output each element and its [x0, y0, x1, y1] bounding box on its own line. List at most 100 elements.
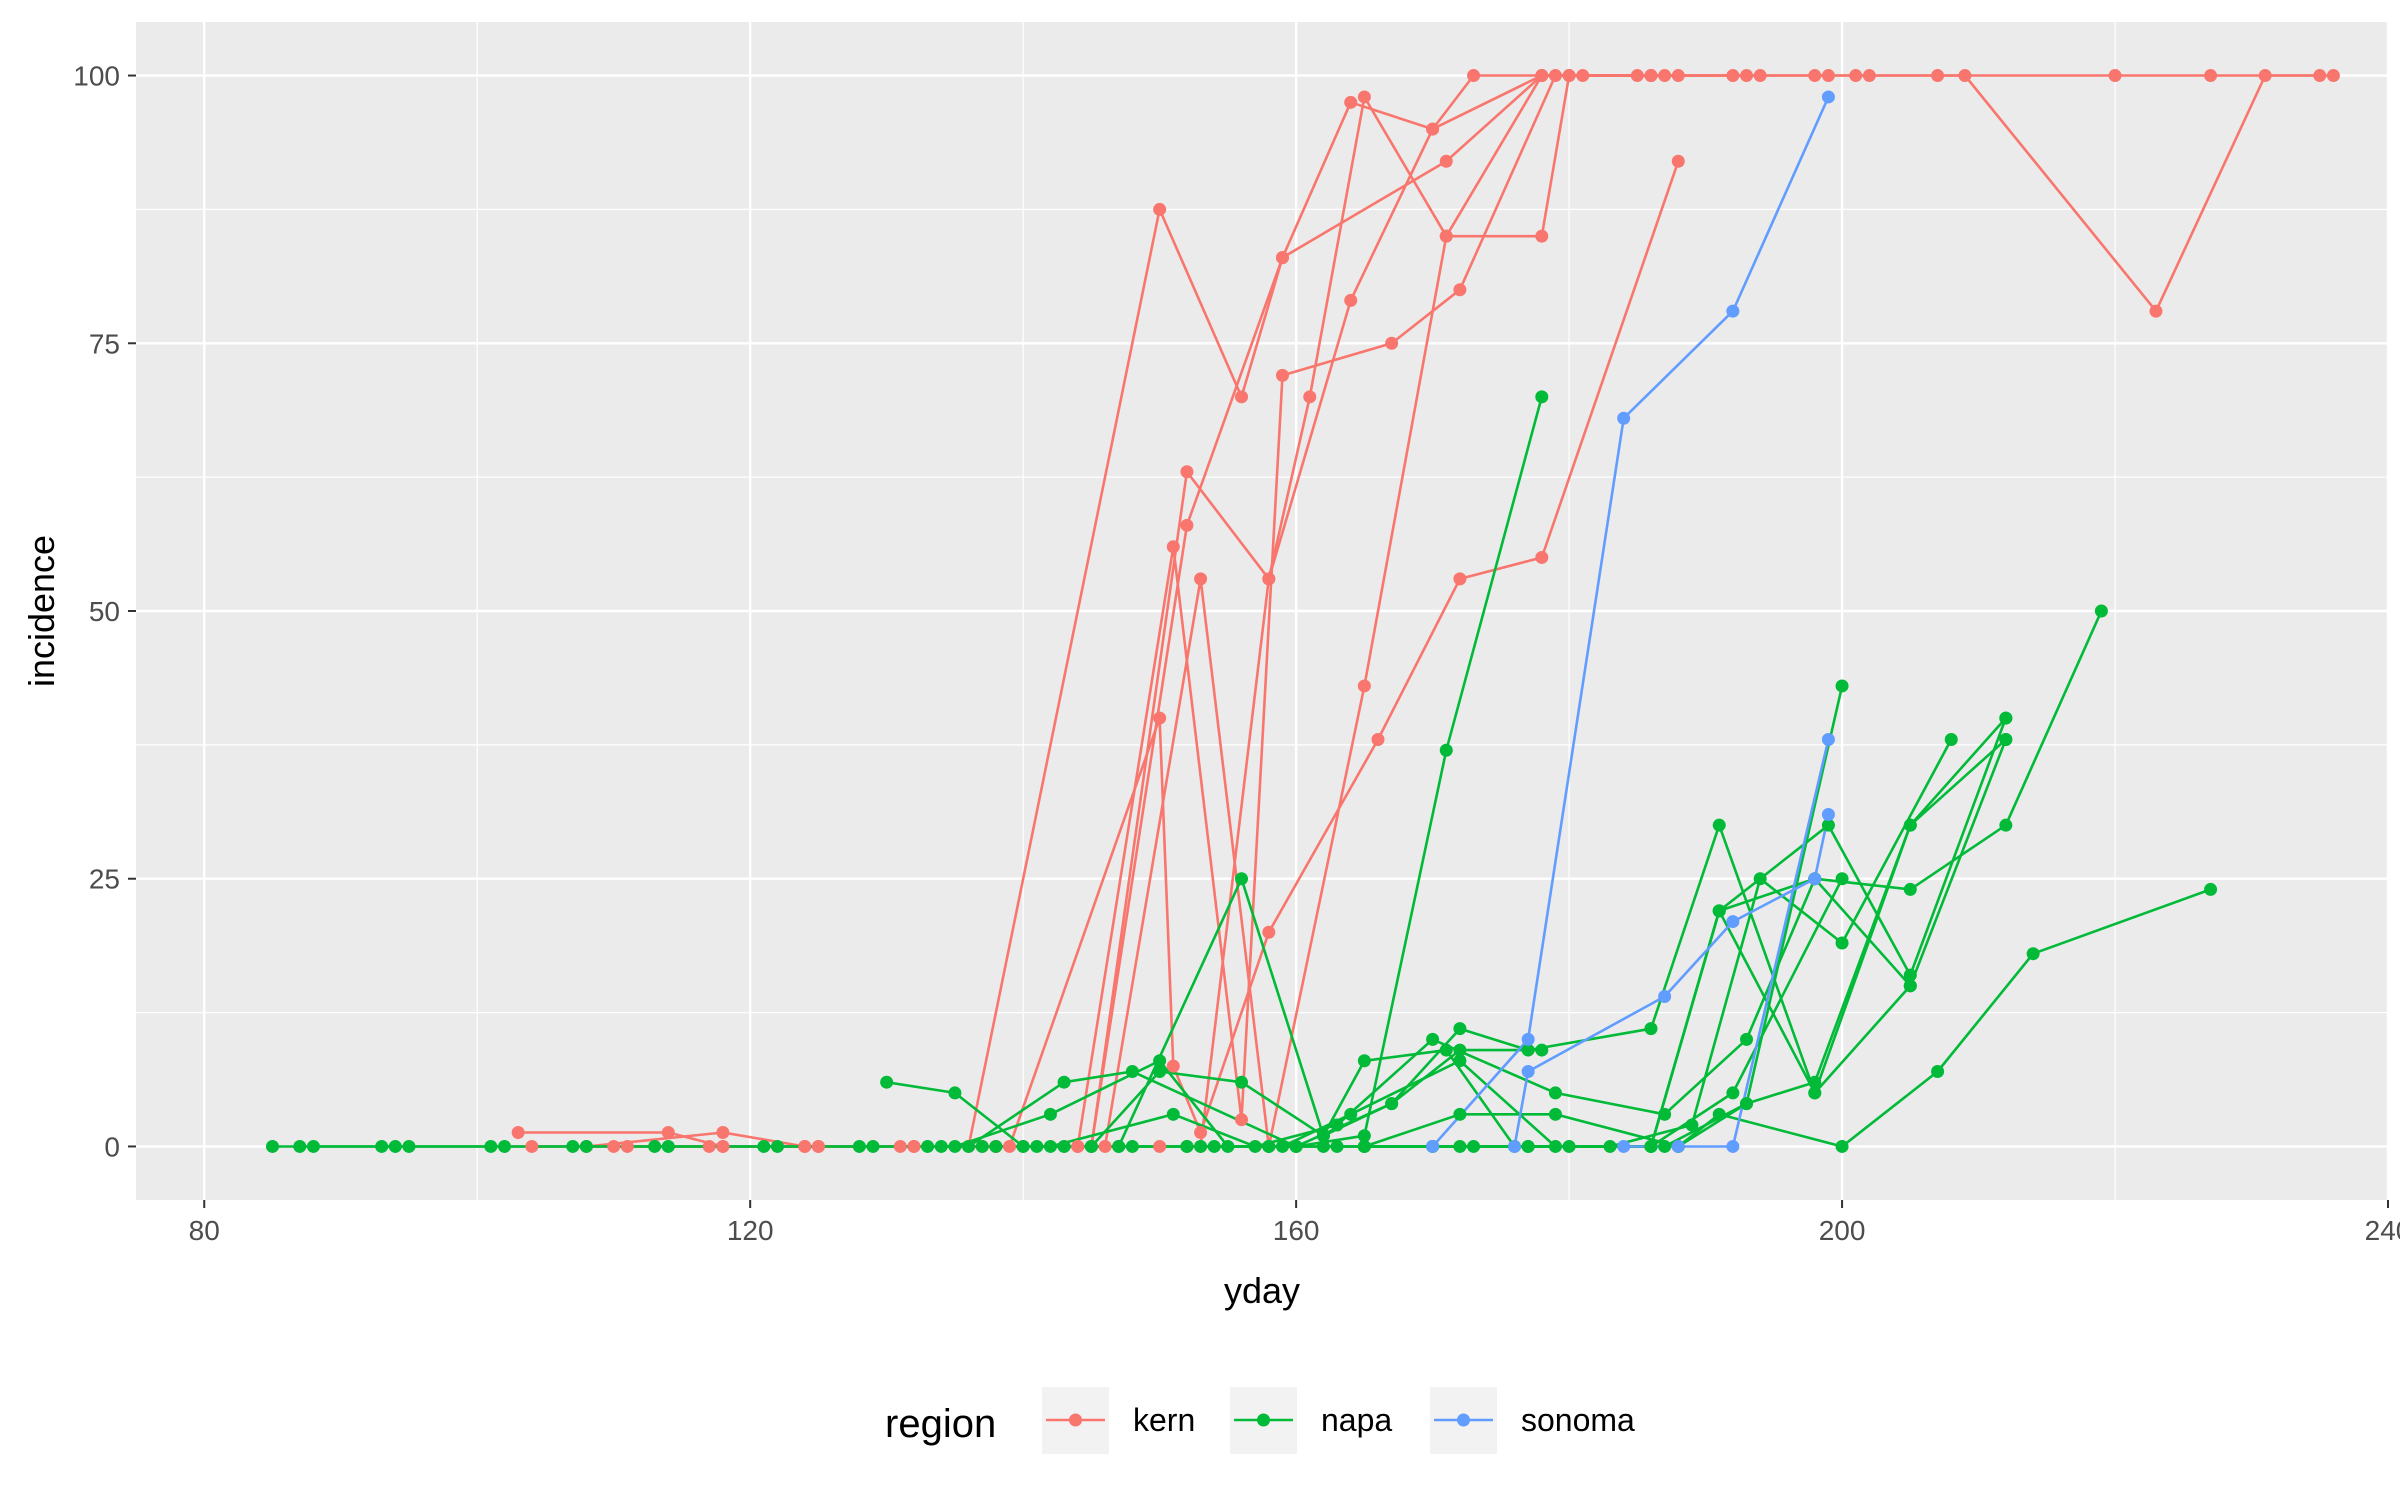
kern-data-point	[2313, 69, 2327, 83]
napa-data-point	[1999, 818, 2013, 832]
kern-data-point	[1153, 1139, 1167, 1153]
kern-data-point	[1862, 69, 1876, 83]
sonoma-data-point	[1726, 1139, 1740, 1153]
napa-data-point	[1644, 1022, 1658, 1036]
sonoma-data-point	[1726, 915, 1740, 929]
kern-data-point	[1357, 90, 1371, 104]
kern-data-point	[716, 1126, 730, 1140]
kern-data-point	[1385, 336, 1399, 350]
kern-data-point	[1303, 390, 1317, 404]
kern-data-point	[1275, 368, 1289, 382]
kern-data-point	[1548, 69, 1562, 83]
kern-data-point	[1166, 1059, 1180, 1073]
napa-data-point	[770, 1139, 784, 1153]
napa-data-point	[1658, 1107, 1672, 1121]
kern-data-point	[1344, 95, 1358, 109]
napa-data-point	[293, 1139, 307, 1153]
kern-data-point	[1357, 679, 1371, 693]
napa-data-point	[975, 1139, 989, 1153]
napa-data-point	[1903, 882, 1917, 896]
y-tick-label: 0	[104, 1131, 120, 1162]
napa-data-point	[1562, 1139, 1576, 1153]
napa-data-point	[1658, 1139, 1672, 1153]
napa-data-point	[1248, 1139, 1262, 1153]
napa-data-point	[1084, 1139, 1098, 1153]
kern-data-point	[1849, 69, 1863, 83]
napa-data-point	[1057, 1075, 1071, 1089]
napa-data-point	[648, 1139, 662, 1153]
x-tick-label: 120	[727, 1215, 774, 1246]
sonoma-legend-label: sonoma	[1521, 1402, 1635, 1438]
napa-data-point	[1235, 872, 1249, 886]
napa-data-point	[948, 1139, 962, 1153]
napa-data-point	[1467, 1139, 1481, 1153]
napa-data-point	[484, 1139, 498, 1153]
sonoma-data-point	[1426, 1139, 1440, 1153]
kern-data-point	[1453, 283, 1467, 297]
kern-data-point	[2258, 69, 2272, 83]
kern-data-point	[2108, 69, 2122, 83]
y-axis-title: incidence	[21, 535, 62, 687]
kern-data-point	[1153, 711, 1167, 725]
napa-data-point	[1330, 1139, 1344, 1153]
sonoma-data-point	[1521, 1064, 1535, 1078]
kern-data-point	[1344, 293, 1358, 307]
napa-data-point	[566, 1139, 580, 1153]
napa-data-point	[1439, 1043, 1453, 1057]
napa-data-point	[1835, 679, 1849, 693]
kern-data-point	[1576, 69, 1590, 83]
napa-data-point	[1453, 1139, 1467, 1153]
napa-data-point	[1316, 1139, 1330, 1153]
kern-data-point	[1180, 465, 1194, 479]
napa-series-line	[313, 738, 2007, 1148]
napa-data-point	[989, 1139, 1003, 1153]
napa-data-point	[1262, 1139, 1276, 1153]
kern-data-point	[661, 1126, 675, 1140]
kern-data-point	[702, 1139, 716, 1153]
napa-data-point	[1999, 733, 2013, 747]
kern-data-point	[907, 1139, 921, 1153]
napa-data-point	[1207, 1139, 1221, 1153]
napa-data-point	[1166, 1107, 1180, 1121]
napa-data-point	[1740, 1032, 1754, 1046]
kern-data-point	[1166, 540, 1180, 554]
sonoma-data-point	[1726, 304, 1740, 318]
kern-legend-label: kern	[1133, 1402, 1195, 1438]
kern-data-point	[1931, 69, 1945, 83]
napa-data-point	[1289, 1139, 1303, 1153]
kern-data-point	[1753, 69, 1767, 83]
sonoma-data-point	[1821, 807, 1835, 821]
napa-data-point	[1153, 1054, 1167, 1068]
napa-data-point	[1903, 979, 1917, 993]
kern-data-point	[1235, 1113, 1249, 1127]
napa-data-point	[1535, 1043, 1549, 1057]
sonoma-legend-key-point	[1457, 1413, 1470, 1427]
kern-data-point	[1153, 202, 1167, 216]
kern-data-point	[525, 1139, 539, 1153]
kern-data-point	[1194, 1126, 1208, 1140]
napa-data-point	[921, 1139, 935, 1153]
napa-data-point	[1316, 1129, 1330, 1143]
napa-data-point	[1835, 936, 1849, 950]
napa-data-point	[880, 1075, 894, 1089]
napa-data-point	[306, 1139, 320, 1153]
napa-data-point	[1835, 872, 1849, 886]
sonoma-data-point	[1821, 733, 1835, 747]
napa-data-point	[1548, 1086, 1562, 1100]
kern-data-point	[2149, 304, 2163, 318]
kern-data-point	[2204, 69, 2218, 83]
kern-data-point	[1658, 69, 1672, 83]
kern-data-point	[1262, 572, 1276, 586]
napa-data-point	[1030, 1139, 1044, 1153]
napa-data-point	[948, 1086, 962, 1100]
x-tick-label: 240	[2365, 1215, 2400, 1246]
x-axis-title: yday	[1224, 1270, 1300, 1311]
y-tick-label: 50	[89, 596, 120, 627]
napa-data-point	[1548, 1139, 1562, 1153]
napa-data-point	[2026, 947, 2040, 961]
kern-data-point	[1235, 390, 1249, 404]
napa-data-point	[1944, 733, 1958, 747]
napa-data-point	[1453, 1022, 1467, 1036]
napa-data-point	[1439, 743, 1453, 757]
napa-data-point	[1685, 1118, 1699, 1132]
